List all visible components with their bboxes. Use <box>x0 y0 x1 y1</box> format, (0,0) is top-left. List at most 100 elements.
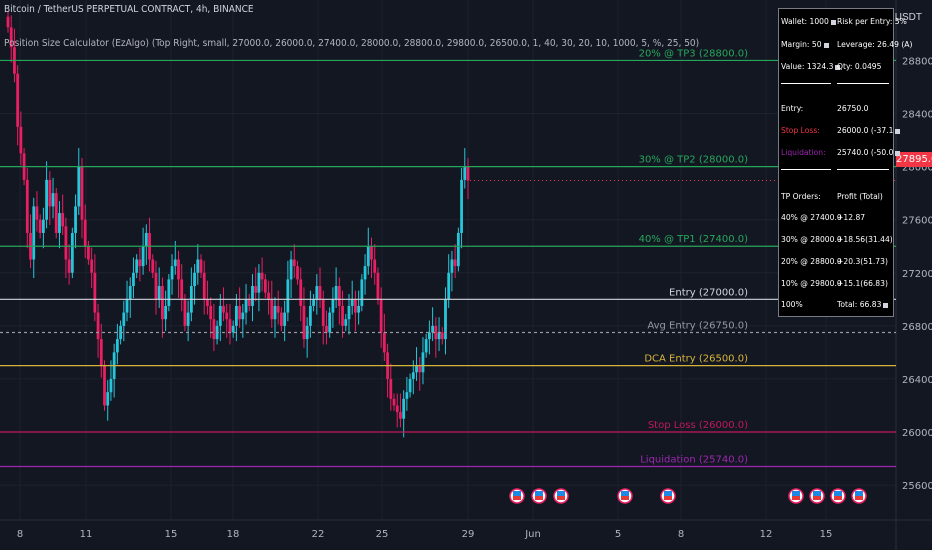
total-profit-text: Total: 66.83 <box>837 300 882 309</box>
candle-body <box>228 319 232 333</box>
candle-body <box>437 332 441 340</box>
candle-body <box>341 305 344 326</box>
candle-body <box>460 179 463 233</box>
entry-label: Entry: <box>781 104 804 113</box>
candle-body <box>161 286 164 320</box>
edit-icon[interactable] <box>835 64 841 70</box>
candle-body <box>334 286 338 300</box>
flag-icon-stripe <box>855 491 863 496</box>
liquidation-text: 25740.0 (-50.0 <box>837 148 894 157</box>
candle-body <box>263 279 267 293</box>
candle-body <box>244 299 248 313</box>
edit-icon[interactable] <box>895 150 901 156</box>
candle-body <box>25 179 29 233</box>
price-tick-label: 28000.0 <box>902 163 932 174</box>
candle-body <box>196 259 200 273</box>
candle-body <box>254 286 258 293</box>
candle-body <box>173 259 177 267</box>
candle-body <box>392 398 396 406</box>
edit-icon[interactable] <box>823 42 829 48</box>
price-tick-label: 27600.0 <box>902 216 932 227</box>
candle-body <box>273 305 277 320</box>
tp-profit: +12.87 <box>837 213 866 222</box>
flag-icon-stripe <box>813 491 821 496</box>
position-size-panel: Wallet: 1000 Risk per Entry: 5% Margin: … <box>778 8 912 317</box>
candle-body <box>357 305 361 313</box>
margin-value: Margin: 50 <box>781 40 829 49</box>
candle-body <box>167 279 171 306</box>
candle-body <box>45 179 49 220</box>
edit-icon[interactable] <box>830 19 836 25</box>
edit-icon[interactable] <box>895 128 901 134</box>
candle-body <box>61 213 65 227</box>
candle-body <box>424 339 428 353</box>
candle-body <box>450 259 454 273</box>
time-tick-label: 25 <box>376 529 389 540</box>
flag-icon-stripe <box>621 491 629 496</box>
candle-body <box>292 259 296 267</box>
candle-body <box>405 392 409 399</box>
candle-body <box>350 299 354 306</box>
level-label: Avg Entry (26750.0) <box>647 320 748 331</box>
liquidation-value: 25740.0 (-50.0 <box>837 148 901 157</box>
total-profit: Total: 66.83 <box>837 300 889 309</box>
candle-body <box>456 232 460 267</box>
candle-body <box>241 312 245 320</box>
time-tick-label: 8 <box>17 529 23 540</box>
candle-body <box>321 299 325 326</box>
price-tick-label: 28800.0 <box>902 56 932 67</box>
candle-body <box>154 272 158 300</box>
candle-body <box>67 259 71 273</box>
time-tick-label: 8 <box>678 529 684 540</box>
candle-body <box>296 266 299 280</box>
level-label: 30% @ TP2 (28000.0) <box>639 155 749 166</box>
flag-icon-stripe <box>792 496 800 500</box>
candle-body <box>318 286 322 300</box>
candle-body <box>283 312 287 326</box>
candle-body <box>218 305 222 326</box>
candle-body <box>363 266 367 280</box>
tp-order: 10% @ 29800.0 <box>781 279 842 288</box>
edit-icon[interactable] <box>883 302 889 308</box>
candle-body <box>90 259 94 273</box>
candle-body <box>444 299 447 340</box>
flag-icon-stripe <box>664 496 672 500</box>
tp-profit: +18.56(31.44) <box>837 235 893 244</box>
candle-body <box>427 332 431 340</box>
current-price-badge: 27895.0 <box>896 152 932 167</box>
candle-body <box>115 339 119 353</box>
candle-body <box>238 305 242 320</box>
candle-body <box>125 299 129 313</box>
candle-body <box>74 206 77 233</box>
candle-body <box>434 325 438 340</box>
candle-body <box>312 299 315 306</box>
tp-order: 20% @ 28800.0 <box>781 257 842 266</box>
candle-body <box>19 126 23 154</box>
profit-header: Profit (Total) <box>837 192 883 201</box>
time-tick-label: 5 <box>615 529 621 540</box>
candle-body <box>144 232 148 247</box>
candle-body <box>431 325 435 333</box>
time-tick-label: 11 <box>80 529 93 540</box>
candle-body <box>32 206 36 260</box>
value-text: Value: 1324.3 <box>781 62 834 71</box>
candle-body <box>138 259 142 267</box>
candle-body <box>222 305 225 313</box>
flag-icon-stripe <box>621 496 629 500</box>
price-tick-label: 28400.0 <box>902 110 932 121</box>
candle-body <box>135 259 139 273</box>
candle-body <box>6 16 10 28</box>
total-order: 100% <box>781 300 803 309</box>
tp-order: 40% @ 27400.0 <box>781 213 842 222</box>
position-value: Value: 1324.3 <box>781 62 841 71</box>
candle-body <box>212 319 216 340</box>
risk-per-entry: Risk per Entry: 5% <box>837 17 907 26</box>
time-tick-label: 12 <box>760 529 773 540</box>
indicator-legend[interactable]: Position Size Calculator (EzAlgo) (Top R… <box>4 38 700 49</box>
flag-icon-stripe <box>513 496 521 500</box>
candle-body <box>132 272 135 287</box>
candle-body <box>83 219 87 247</box>
candle-body <box>234 305 238 326</box>
